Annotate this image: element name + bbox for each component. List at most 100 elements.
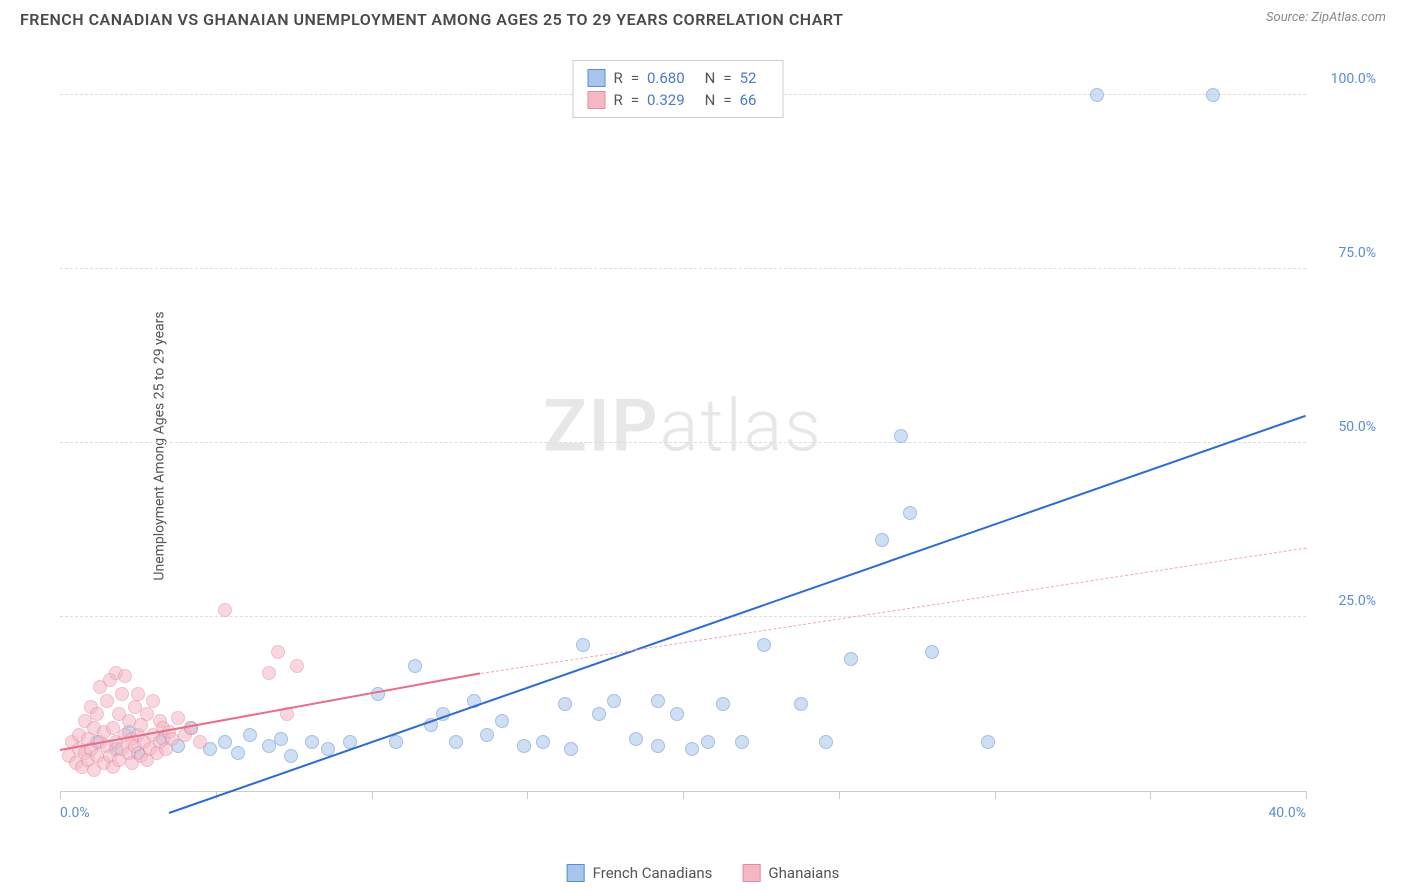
data-point <box>794 697 808 711</box>
stat-n-label: N <box>705 69 716 87</box>
stats-row: R = 0.680 N = 52 <box>588 67 769 89</box>
y-tick-label: 50.0% <box>1338 419 1376 435</box>
x-tick <box>995 791 996 799</box>
stat-n-value: 52 <box>740 69 757 87</box>
y-tick-label: 25.0% <box>1338 593 1376 609</box>
data-point <box>558 697 572 711</box>
data-point <box>193 735 207 749</box>
data-point <box>651 694 665 708</box>
data-point <box>305 735 319 749</box>
data-point <box>1090 88 1104 102</box>
data-point <box>981 735 995 749</box>
data-point <box>495 714 509 728</box>
data-point <box>131 687 145 701</box>
data-point <box>218 735 232 749</box>
stats-row: R = 0.329 N = 66 <box>588 89 769 111</box>
legend-item: French Canadians <box>567 864 713 882</box>
data-point <box>284 749 298 763</box>
data-point <box>449 735 463 749</box>
data-point <box>735 735 749 749</box>
y-tick-label: 75.0% <box>1338 245 1376 261</box>
watermark: ZIPatlas <box>543 383 823 468</box>
data-point <box>1206 88 1220 102</box>
watermark-light: atlas <box>660 383 823 468</box>
data-point <box>607 694 621 708</box>
stat-r-label: R <box>614 91 623 109</box>
chart-title: FRENCH CANADIAN VS GHANAIAN UNEMPLOYMENT… <box>20 10 843 29</box>
data-point <box>115 687 129 701</box>
data-point <box>925 645 939 659</box>
legend-swatch <box>742 864 760 882</box>
x-tick <box>527 791 528 799</box>
x-tick <box>683 791 684 799</box>
data-point <box>262 666 276 680</box>
legend-swatch <box>567 864 585 882</box>
data-point <box>651 739 665 753</box>
stat-r-value: 0.329 <box>647 91 685 109</box>
gridline <box>60 442 1306 443</box>
data-point <box>576 638 590 652</box>
data-point <box>100 694 114 708</box>
data-point <box>819 735 833 749</box>
stat-r-label: R <box>614 69 623 87</box>
data-point <box>274 732 288 746</box>
stat-eq: = <box>631 91 639 109</box>
trendline <box>169 415 1307 814</box>
data-point <box>685 742 699 756</box>
data-point <box>90 707 104 721</box>
legend-swatch <box>588 69 606 87</box>
data-point <box>536 735 550 749</box>
x-tick-label: 0.0% <box>60 805 90 821</box>
data-point <box>564 742 578 756</box>
data-point <box>844 652 858 666</box>
data-point <box>271 645 285 659</box>
x-tick <box>839 791 840 799</box>
stat-n-label: N <box>705 91 716 109</box>
legend-label: French Canadians <box>593 864 713 882</box>
data-point <box>171 711 185 725</box>
stat-eq: = <box>723 91 731 109</box>
legend-label: Ghanaians <box>768 864 839 882</box>
bottom-legend: French Canadians Ghanaians <box>567 864 840 882</box>
plot-area: ZIPatlas 25.0%50.0%75.0%100.0%0.0%40.0% <box>60 60 1306 792</box>
data-point <box>290 659 304 673</box>
x-tick <box>60 791 61 799</box>
watermark-bold: ZIP <box>543 383 659 468</box>
data-point <box>118 669 132 683</box>
x-tick <box>1150 791 1151 799</box>
x-tick-label: 40.0% <box>1268 805 1306 821</box>
x-tick <box>372 791 373 799</box>
data-point <box>903 506 917 520</box>
data-point <box>146 694 160 708</box>
stat-n-value: 66 <box>740 91 757 109</box>
data-point <box>592 707 606 721</box>
chart-container: ZIPatlas 25.0%50.0%75.0%100.0%0.0%40.0% … <box>50 40 1306 832</box>
stat-eq: = <box>723 69 731 87</box>
trendline <box>480 547 1306 673</box>
x-tick <box>1306 791 1307 799</box>
data-point <box>716 697 730 711</box>
gridline <box>60 268 1306 269</box>
data-point <box>670 707 684 721</box>
stat-eq: = <box>631 69 639 87</box>
data-point <box>629 732 643 746</box>
data-point <box>517 739 531 753</box>
data-point <box>218 603 232 617</box>
data-point <box>243 728 257 742</box>
legend-swatch <box>588 91 606 109</box>
stat-r-value: 0.680 <box>647 69 685 87</box>
gridline <box>60 616 1306 617</box>
data-point <box>231 746 245 760</box>
chart-header: FRENCH CANADIAN VS GHANAIAN UNEMPLOYMENT… <box>0 0 1406 29</box>
data-point <box>701 735 715 749</box>
data-point <box>875 533 889 547</box>
legend-item: Ghanaians <box>742 864 839 882</box>
source-attribution: Source: ZipAtlas.com <box>1266 10 1386 25</box>
data-point <box>408 659 422 673</box>
stats-legend: R = 0.680 N = 52 R = 0.329 N = 66 <box>573 60 784 118</box>
data-point <box>894 429 908 443</box>
data-point <box>480 728 494 742</box>
data-point <box>757 638 771 652</box>
y-tick-label: 100.0% <box>1331 71 1376 87</box>
data-point <box>389 735 403 749</box>
